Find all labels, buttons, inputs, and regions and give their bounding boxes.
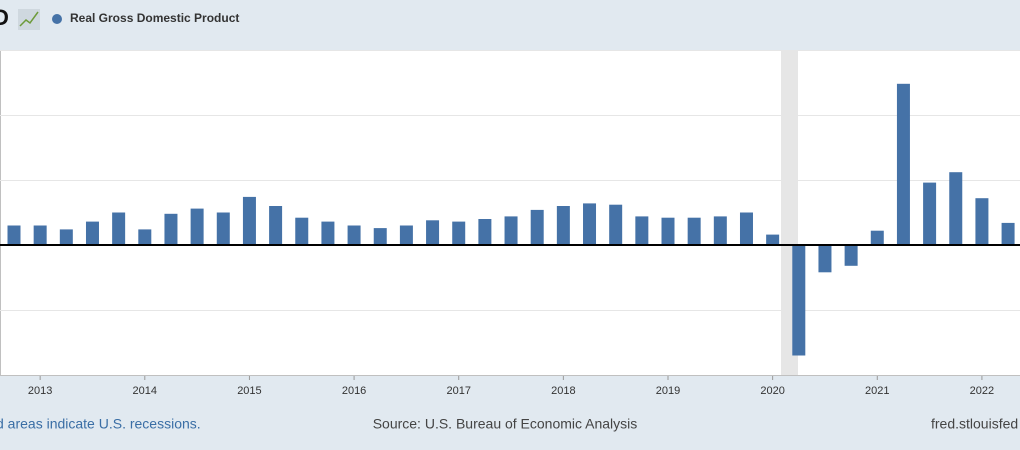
bar — [609, 204, 623, 245]
bar — [713, 216, 727, 245]
footer-source: Source: U.S. Bureau of Economic Analysis — [373, 416, 638, 432]
bar — [426, 220, 440, 245]
legend-label: Real Gross Domestic Product — [70, 11, 239, 25]
bar — [923, 182, 937, 245]
footer-site: fred.stlouisfed — [931, 416, 1018, 432]
x-tick-label: 2020 — [760, 385, 784, 397]
bar — [7, 225, 21, 245]
bar — [949, 172, 963, 245]
bar — [269, 206, 283, 245]
bar — [242, 196, 256, 245]
logo: D — [0, 5, 9, 30]
bar — [216, 212, 230, 245]
bar — [687, 217, 701, 245]
x-tick-label: 2021 — [865, 385, 889, 397]
bar — [530, 209, 544, 245]
legend-marker — [52, 14, 62, 24]
x-tick-label: 2014 — [133, 385, 157, 397]
bar — [975, 198, 989, 245]
x-tick-label: 2019 — [656, 385, 680, 397]
bar — [478, 219, 492, 245]
x-tick-label: 2016 — [342, 385, 366, 397]
bar — [190, 208, 204, 245]
bar — [818, 245, 832, 273]
x-tick-label: 2017 — [446, 385, 470, 397]
bar — [583, 203, 597, 245]
bar — [112, 212, 126, 245]
bar — [739, 212, 753, 245]
bar — [556, 206, 570, 245]
bar — [399, 225, 413, 245]
x-tick-label: 2015 — [237, 385, 261, 397]
x-tick-label: 2022 — [970, 385, 994, 397]
bar — [1001, 222, 1015, 245]
bar — [59, 229, 73, 245]
bar — [33, 225, 47, 245]
icon-box — [18, 9, 40, 30]
bar — [85, 221, 99, 245]
bar — [504, 216, 518, 245]
bars — [7, 83, 1015, 356]
bar — [896, 83, 910, 245]
icon-line — [19, 11, 39, 27]
logo-icon — [18, 9, 40, 30]
x-tick-label: 2013 — [28, 385, 52, 397]
bar — [844, 245, 858, 266]
bar — [347, 225, 361, 245]
plot-area — [0, 50, 1020, 375]
bar — [138, 229, 152, 245]
bar — [661, 217, 675, 245]
bar — [792, 245, 806, 356]
bar — [164, 213, 178, 245]
footer-note: d areas indicate U.S. recessions. — [0, 416, 201, 432]
bar — [635, 216, 649, 245]
bar — [766, 234, 780, 245]
bar — [373, 228, 387, 245]
bar — [870, 230, 884, 245]
x-tick-label: 2018 — [551, 385, 575, 397]
bar — [321, 221, 335, 245]
bar — [452, 221, 466, 245]
bar — [295, 217, 309, 245]
